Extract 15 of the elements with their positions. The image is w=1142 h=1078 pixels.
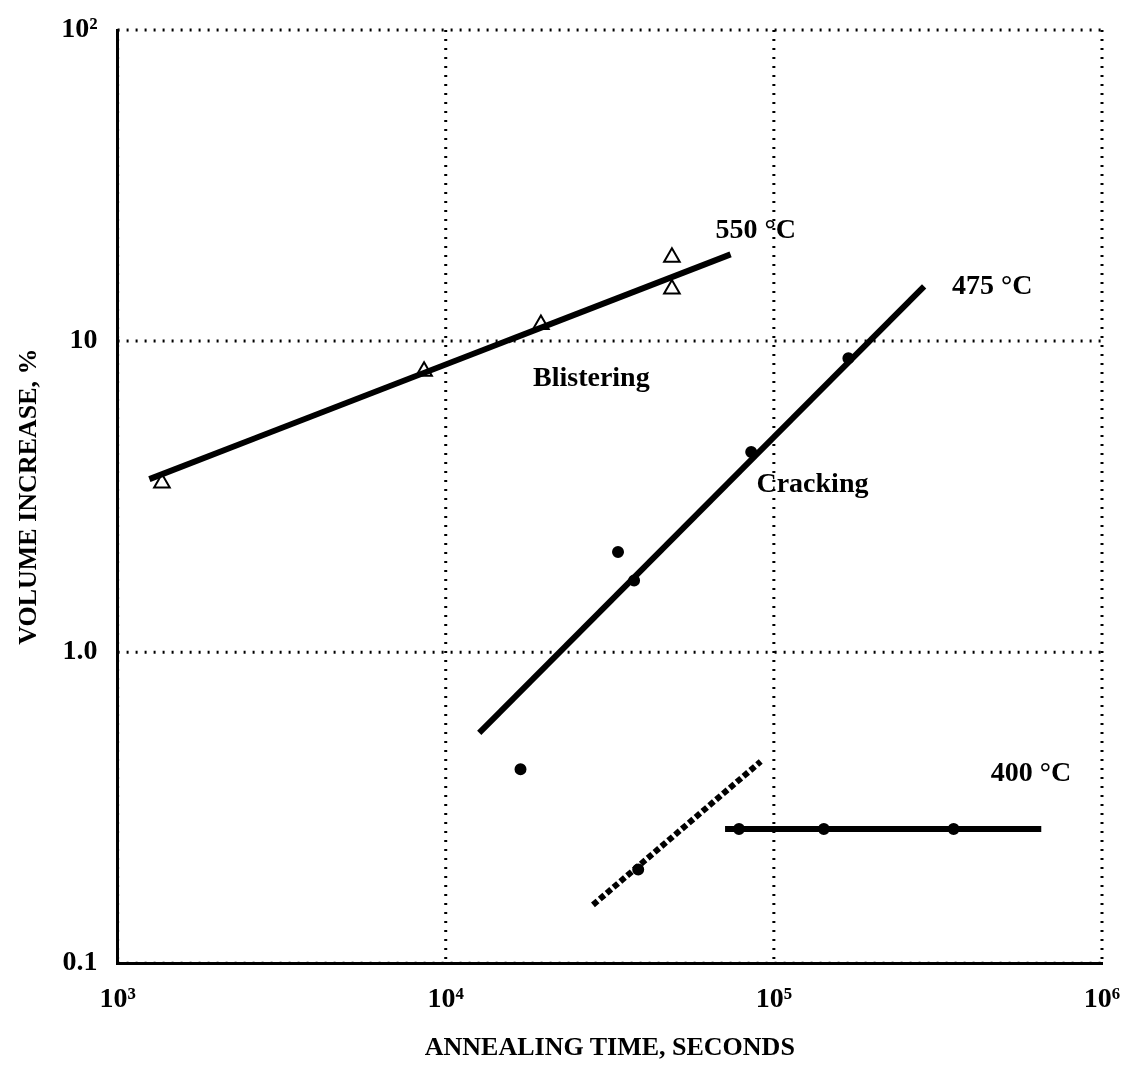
y-tick-label: 10² — [61, 12, 98, 44]
x-tick-label: 10³ — [99, 982, 136, 1014]
y-axis-title: VOLUME INCREASE, % — [13, 348, 43, 645]
x-tick-label: 10⁵ — [755, 982, 793, 1014]
series-label: 475 °C — [952, 268, 1033, 300]
annotation: Cracking — [756, 466, 869, 498]
y-tick-label: 1.0 — [62, 634, 98, 666]
y-tick-label: 10 — [69, 323, 98, 355]
series-label: 400 °C — [990, 756, 1072, 788]
series-label: 550 °C — [715, 212, 796, 244]
x-tick-label: 10⁴ — [427, 982, 465, 1014]
y-tick-label: 0.1 — [62, 945, 98, 977]
x-axis-title: ANNEALING TIME, SECONDS — [424, 1032, 795, 1062]
x-tick-label: 10⁶ — [1083, 982, 1121, 1014]
annotation: Blistering — [533, 361, 650, 393]
